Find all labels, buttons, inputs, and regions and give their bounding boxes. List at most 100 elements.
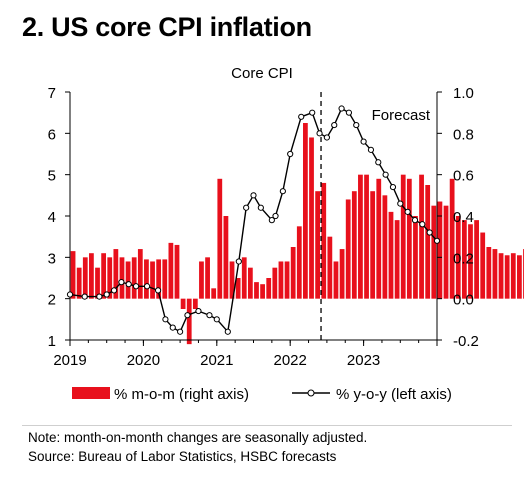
- yoy-point: [411, 217, 419, 224]
- mom-bar: [309, 137, 314, 299]
- x-tick-label: 2020: [127, 352, 160, 369]
- yoy-point: [397, 200, 404, 207]
- mom-bar: [486, 247, 492, 299]
- mom-bar: [370, 191, 376, 299]
- mom-bar: [468, 224, 473, 299]
- yoy-point: [298, 113, 305, 120]
- yoy-point: [81, 293, 88, 300]
- forecast-label: Forecast: [372, 107, 431, 124]
- yoy-point: [154, 287, 162, 294]
- mom-bar: [131, 257, 137, 299]
- legend-mom-label: % m-o-m (right axis): [114, 386, 249, 403]
- x-tick-label: 2023: [347, 352, 380, 369]
- mom-bar: [364, 174, 369, 299]
- x-tick-label: 2019: [53, 352, 86, 369]
- yoy-point: [268, 217, 275, 224]
- yoy-point: [96, 293, 103, 300]
- mom-bar: [260, 284, 265, 299]
- chart-subtitle: Core CPI: [231, 65, 293, 82]
- mom-bar: [413, 216, 418, 299]
- yoy-point: [206, 312, 213, 319]
- mom-bar: [510, 253, 516, 299]
- mom-bar: [498, 253, 504, 299]
- yoy-point: [331, 121, 338, 129]
- mom-bar: [345, 199, 351, 299]
- mom-bar: [461, 220, 467, 299]
- mom-bar: [296, 226, 302, 299]
- mom-bar: [278, 261, 284, 299]
- left-tick-label: 5: [48, 168, 56, 185]
- mom-bar: [156, 259, 162, 299]
- yoy-point: [353, 121, 360, 129]
- legend-yoy-label: % y-o-y (left axis): [336, 386, 452, 403]
- cpi-chart: 7 6 5 4 3 2 1 1.0 0.8 0.6 0.4 0.2 0.0 -0.2 2019 2020 202…: [48, 65, 524, 403]
- yoy-point: [360, 138, 367, 145]
- yoy-point: [323, 134, 330, 141]
- left-tick-label: 6: [48, 126, 56, 143]
- mom-bar: [168, 242, 174, 299]
- mom-bar: [351, 191, 357, 299]
- mom-bar: [321, 182, 327, 299]
- mom-bar: [144, 259, 149, 299]
- mom-bar: [284, 261, 290, 299]
- yoy-point: [404, 208, 411, 215]
- yoy-point: [426, 229, 433, 236]
- yoy-point: [103, 291, 110, 298]
- mom-bar: [388, 211, 394, 299]
- mom-bar: [174, 244, 180, 299]
- mom-bar: [119, 257, 125, 299]
- mom-bar: [333, 261, 339, 299]
- right-tick-label: 0.8: [453, 126, 474, 143]
- mom-bar: [186, 298, 192, 345]
- yoy-point: [375, 159, 382, 166]
- yoy-point: [224, 328, 231, 335]
- mom-bar: [113, 249, 119, 299]
- yoy-point: [143, 283, 151, 290]
- mom-bar: [327, 236, 333, 299]
- right-tick-label: -0.2: [453, 333, 479, 350]
- divider: [22, 425, 512, 426]
- mom-bar: [266, 278, 272, 299]
- yoy-point: [243, 204, 250, 211]
- mom-bar: [125, 261, 131, 299]
- mom-bar: [272, 267, 278, 299]
- mom-bar: [241, 257, 247, 299]
- mom-bar: [474, 220, 479, 299]
- mom-bar: [376, 178, 382, 299]
- mom-bar: [70, 251, 76, 299]
- mom-bar: [223, 216, 229, 299]
- mom-bar: [492, 249, 498, 299]
- mom-bar: [443, 205, 449, 299]
- yoy-point: [279, 188, 286, 195]
- mom-bar: [431, 205, 437, 299]
- yoy-point: [345, 109, 353, 116]
- right-tick-label: 0.4: [453, 209, 474, 226]
- mom-bar: [358, 174, 363, 299]
- mom-bar: [217, 178, 223, 299]
- legend-line-marker: [307, 389, 315, 397]
- mom-bar: [480, 232, 486, 299]
- yoy-point: [66, 291, 74, 298]
- mom-bar: [303, 123, 308, 299]
- yoy-point: [309, 109, 316, 116]
- mom-bar: [406, 178, 412, 299]
- mom-bar: [180, 298, 186, 309]
- yoy-line: [69, 107, 438, 334]
- mom-bar: [419, 174, 424, 299]
- yoy-point: [287, 150, 294, 158]
- yoy-point: [125, 281, 132, 288]
- left-tick-label: 3: [48, 250, 56, 267]
- page-title: 2. US core CPI inflation: [22, 12, 312, 42]
- left-tick-label: 7: [48, 85, 56, 102]
- mom-bar: [137, 249, 143, 299]
- right-tick-label: 0.6: [453, 168, 474, 185]
- chart-note: Note: month-on-month changes are seasona…: [28, 430, 368, 445]
- yoy-point: [257, 204, 264, 211]
- mom-bar: [211, 288, 217, 299]
- mom-bar: [290, 247, 296, 299]
- mom-bar: [382, 195, 388, 299]
- mom-bar: [425, 185, 431, 299]
- mom-bar: [315, 191, 321, 299]
- legend-bar-swatch: [72, 387, 110, 399]
